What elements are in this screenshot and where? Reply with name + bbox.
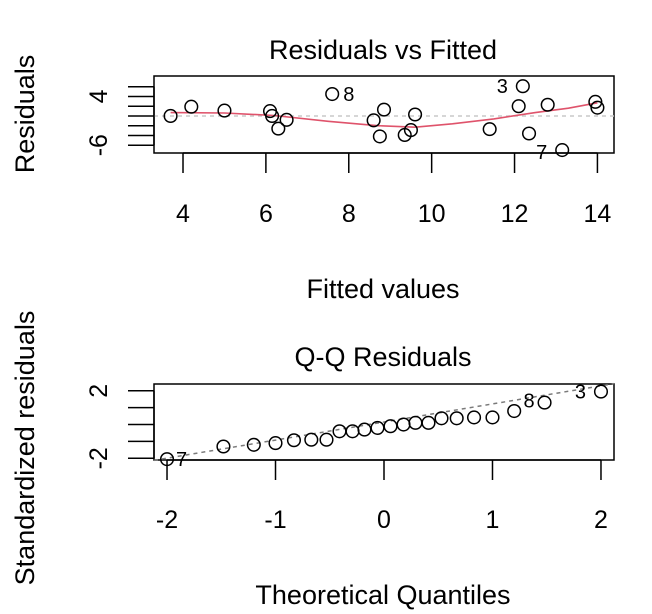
loess-smoother-line <box>170 102 598 129</box>
data-point <box>325 86 340 102</box>
data-point <box>555 143 570 158</box>
x-tick-label: 12 <box>501 200 529 228</box>
fitted-values-x-axis: 4 6 8 10 12 14 <box>176 152 612 228</box>
data-point <box>319 432 334 447</box>
y-tick-label: -2 <box>85 447 113 469</box>
data-point <box>507 403 522 419</box>
theoretical-quantiles-x-axis: -2 -1 0 1 2 <box>156 459 608 534</box>
data-point <box>184 99 199 114</box>
data-point <box>396 417 411 432</box>
data-point <box>540 97 555 112</box>
point-id-label: 3 <box>497 76 508 98</box>
data-point <box>357 422 372 437</box>
data-point <box>304 432 319 447</box>
qq-residuals-title: Q-Q Residuals <box>294 342 471 372</box>
data-point <box>593 384 609 399</box>
data-point <box>590 100 605 115</box>
y-tick-label: 2 <box>85 384 113 398</box>
data-point <box>466 410 482 425</box>
x-tick-label: 2 <box>594 506 608 534</box>
data-point <box>271 121 286 136</box>
point-id-label: 3 <box>575 382 586 404</box>
theoretical-quantiles-axis-label: Theoretical Quantiles <box>255 580 510 610</box>
data-point <box>537 395 552 410</box>
x-tick-label: 4 <box>176 200 190 228</box>
x-tick-label: 6 <box>259 200 273 228</box>
data-point <box>515 79 530 94</box>
residuals-vs-fitted-title: Residuals vs Fitted <box>269 35 497 65</box>
data-point <box>482 122 497 137</box>
data-point <box>163 108 178 124</box>
qq-reference-line <box>153 382 615 462</box>
x-tick-label: -2 <box>156 506 178 534</box>
data-point <box>265 108 280 124</box>
qq-points: 78 3 <box>159 382 609 471</box>
data-point <box>403 123 418 138</box>
data-point <box>408 415 423 430</box>
data-point <box>421 415 436 430</box>
data-point <box>511 99 526 114</box>
data-point <box>332 424 347 439</box>
residual-points: 8 37 <box>163 76 605 164</box>
fitted-values-axis-label: Fitted values <box>306 274 459 304</box>
point-id-label: 8 <box>343 84 354 106</box>
data-point <box>216 439 231 454</box>
data-point <box>286 433 302 448</box>
x-tick-label: 0 <box>377 506 391 534</box>
x-tick-label: -1 <box>264 506 286 534</box>
data-point <box>376 102 392 117</box>
data-point <box>383 419 398 434</box>
data-point <box>434 411 449 426</box>
y-tick-label: -6 <box>85 134 113 156</box>
data-point <box>588 94 603 109</box>
x-tick-label: 14 <box>584 200 612 228</box>
qq-residuals-panel: Q-Q Residuals 78 3 -2 -1 0 1 2 -22 Theoretica… <box>10 311 615 610</box>
x-tick-label: 1 <box>486 506 500 534</box>
x-tick-label: 8 <box>342 200 356 228</box>
data-point <box>408 107 423 122</box>
data-point <box>485 410 500 425</box>
data-point <box>246 437 261 452</box>
standardized-residuals-axis-label: Standardized residuals <box>10 311 40 586</box>
data-point <box>449 411 464 426</box>
data-point <box>279 112 294 127</box>
y-tick-label: 4 <box>85 89 113 103</box>
point-id-label: 8 <box>523 391 534 413</box>
residuals-axis-label: Residuals <box>10 55 40 174</box>
data-point <box>521 126 537 141</box>
residuals-y-axis: -6 4 <box>85 85 155 156</box>
data-point <box>366 113 381 128</box>
x-tick-label: 10 <box>418 200 446 228</box>
residuals-vs-fitted-panel: Residuals vs Fitted 8 37 4 6 8 10 12 14 -64 Fi… <box>10 35 615 304</box>
standardized-residuals-y-axis: -2 2 <box>85 384 155 469</box>
data-point <box>217 103 232 118</box>
data-point <box>268 436 283 451</box>
data-point <box>372 129 387 144</box>
